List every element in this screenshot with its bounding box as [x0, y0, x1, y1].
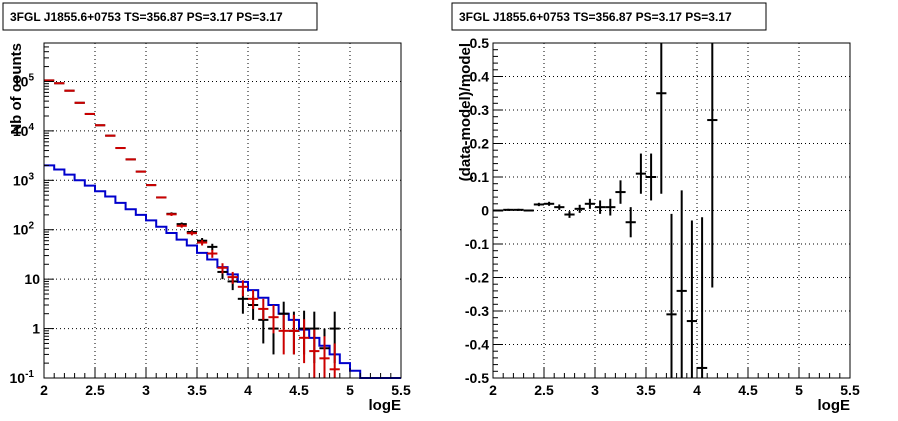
counts-y-tick-label: 1: [32, 321, 40, 337]
counts-y-tick-label: 102: [13, 221, 35, 238]
residual-x-tick-label: 3.5: [636, 382, 656, 398]
residual-x-tick-label: 3: [591, 382, 599, 398]
residual-y-tick-label: 0.5: [470, 35, 490, 51]
residual-y-tick-label: 0: [481, 203, 489, 219]
residual-x-tick-label: 2: [489, 382, 497, 398]
residual-y-tick-label: -0.3: [465, 303, 489, 319]
counts-x-tick-label: 4.5: [289, 382, 309, 398]
counts-title: 3FGL J1855.6+0753 TS=356.87 PS=3.17 PS=3…: [10, 10, 283, 24]
counts-y-tick-label: 103: [13, 171, 35, 188]
counts-grid: [44, 43, 401, 378]
counts-frame: [43, 42, 402, 379]
counts-panel: 3FGL J1855.6+0753 TS=356.87 PS=3.17 PS=3…: [2, 2, 411, 414]
residual-y-tick-label: -0.2: [465, 270, 489, 286]
residual-y-tick-label: 0.3: [470, 102, 490, 118]
residual-title-box: [451, 2, 767, 31]
counts-x-tick-label: 2: [40, 382, 48, 398]
residual-y-tick-label: 0.4: [470, 69, 490, 85]
residual-y-tick-label: -0.5: [465, 370, 489, 386]
counts-xlabel: logE: [369, 397, 402, 414]
residual-x-tick-label: 2.5: [534, 382, 554, 398]
counts-x-tick-label: 4: [244, 382, 252, 398]
residual-x-tick-label: 5.5: [840, 382, 860, 398]
residual-ticks: 2 2.5 3 3.5 4 4.5 5 5.5 -0.5 -0.4 -0.3 -0.2 -0.1 0 0.1…: [465, 35, 860, 398]
residual-ylabel: (data-model)/model: [457, 43, 474, 181]
counts-x-tick-label: 5: [346, 382, 354, 398]
residual-y-tick-label: 0.1: [470, 169, 490, 185]
residual-y-tick-label: 0.2: [470, 136, 490, 152]
counts-x-tick-label: 2.5: [85, 382, 105, 398]
counts-x-tick-label: 3: [142, 382, 150, 398]
counts-ylabel: Nb of counts: [8, 43, 25, 135]
residual-x-tick-label: 4: [693, 382, 701, 398]
residual-title: 3FGL J1855.6+0753 TS=356.87 PS=3.17 PS=3…: [459, 10, 732, 24]
residual-panel: 3FGL J1855.6+0753 TS=356.87 PS=3.17 PS=3…: [451, 2, 860, 414]
counts-marks: [44, 79, 401, 379]
residual-x-tick-label: 5: [795, 382, 803, 398]
residual-xlabel: logE: [818, 397, 851, 414]
residual-y-tick-label: -0.1: [465, 236, 489, 252]
counts-y-tick-label: 10-1: [10, 369, 35, 386]
counts-y-tick-label: 10: [24, 271, 40, 287]
counts-x-tick-label: 5.5: [391, 382, 411, 398]
residual-y-tick-label: -0.4: [465, 337, 489, 353]
counts-title-box: [2, 2, 318, 31]
counts-x-tick-label: 3.5: [187, 382, 207, 398]
residual-marks: [493, 43, 718, 378]
model-step-line: [44, 164, 401, 379]
residual-x-tick-label: 4.5: [738, 382, 758, 398]
